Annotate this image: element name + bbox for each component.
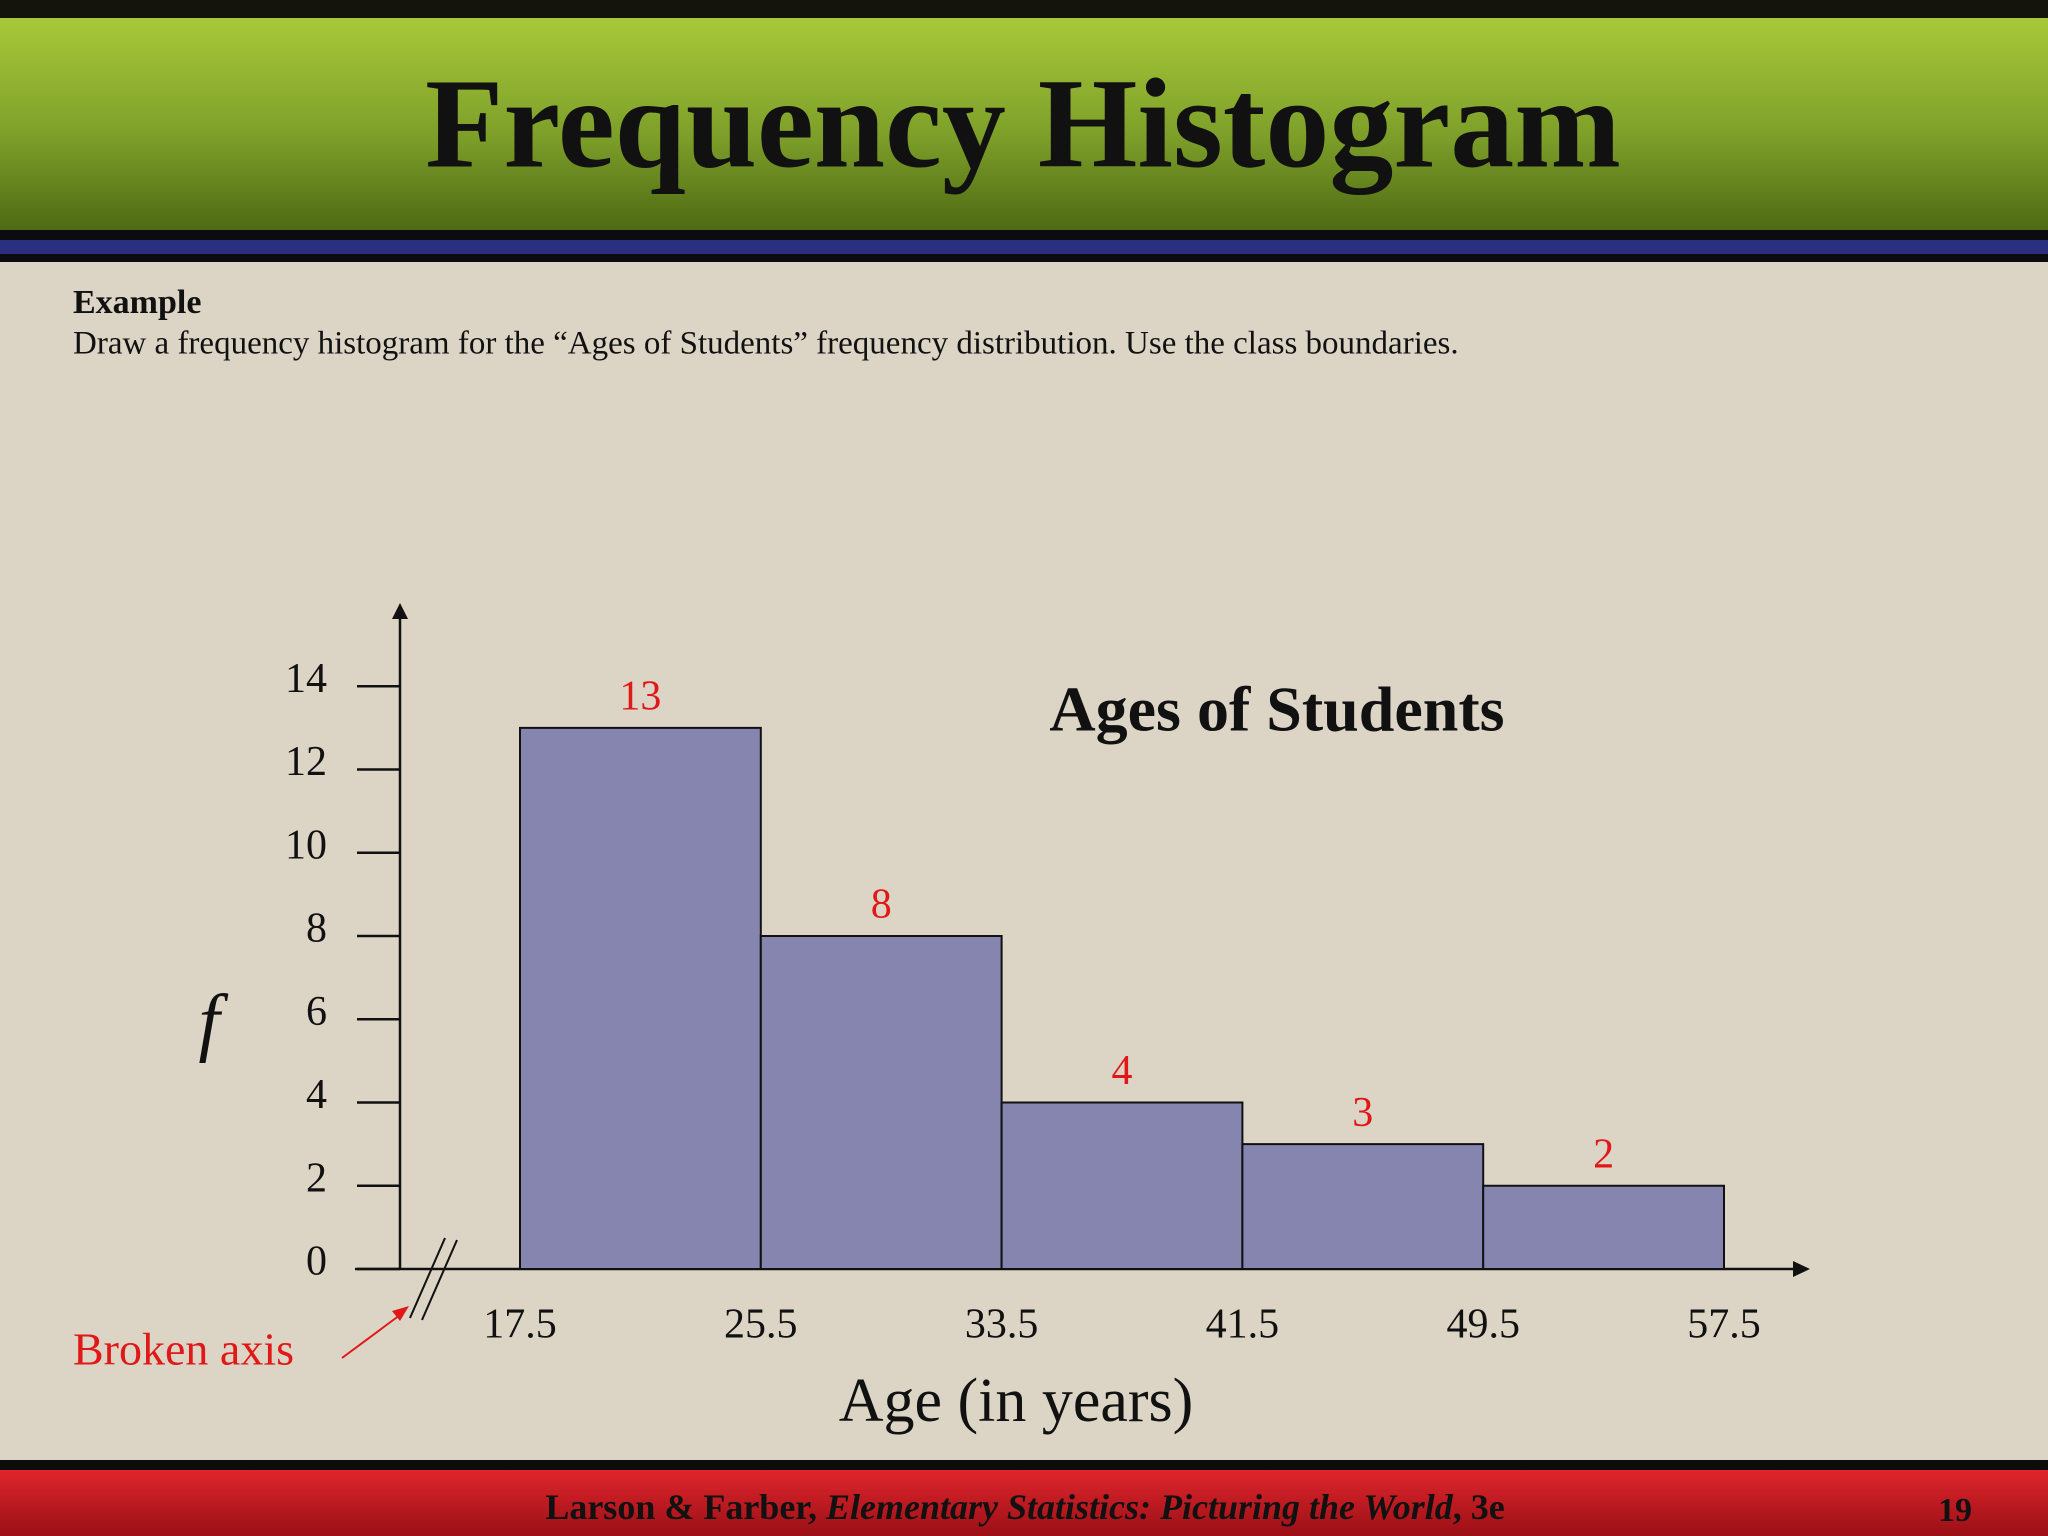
x-tick-label: 41.5 — [1206, 1302, 1280, 1348]
value-label: 8 — [871, 882, 892, 928]
bar — [759, 935, 1003, 1270]
example-text: Draw a frequency histogram for the “Ages… — [73, 326, 1459, 362]
footer-authors: Larson & Farber, — [545, 1487, 826, 1527]
footer-book: Elementary Statistics: Picturing the Wor… — [825, 1487, 1454, 1527]
axis-break — [421, 1239, 458, 1321]
header-stripe — [0, 254, 2048, 262]
y-tick-label: 6 — [306, 989, 327, 1035]
x-tick-label: 49.5 — [1446, 1302, 1520, 1348]
top-bar — [0, 0, 2048, 18]
bar — [519, 726, 762, 1270]
chart: 0 2 4 6 8 10 12 14 13 8 4 3 2 17.5 25.5 33.5 41.5 49.5 57.… — [73, 603, 1810, 1435]
x-axis-label: Age (in years) — [839, 1367, 1194, 1435]
x-axis-arrow — [1793, 1261, 1810, 1277]
page-number: 19 — [1938, 1492, 1972, 1529]
annotation-arrow — [341, 1311, 405, 1359]
value-label: 2 — [1593, 1131, 1614, 1177]
footer-citation: Larson & Farber, Elementary Statistics: … — [545, 1487, 1504, 1527]
y-tick-label: 14 — [285, 656, 327, 702]
value-label: 3 — [1352, 1090, 1373, 1136]
bar — [1000, 1101, 1244, 1270]
header-stripe — [0, 230, 2048, 240]
slide-title: Frequency Histogram — [425, 52, 1621, 194]
x-tick-label: 57.5 — [1687, 1302, 1761, 1348]
value-label: 4 — [1112, 1048, 1133, 1094]
bar — [1482, 1184, 1725, 1270]
footer-band — [0, 1470, 2048, 1536]
annotation: Broken axis — [73, 1324, 294, 1375]
y-tick-label: 12 — [285, 739, 327, 785]
annotation-arrowhead — [392, 1306, 409, 1321]
y-tick-label: 10 — [285, 822, 327, 868]
value-label: 13 — [619, 674, 661, 720]
y-tick-label: 4 — [306, 1072, 327, 1118]
y-tick-label: 8 — [306, 906, 327, 952]
footer-stripe — [0, 1460, 2048, 1470]
y-tick-label: 2 — [306, 1155, 327, 1201]
header-band — [0, 18, 2048, 230]
x-tick-label: 25.5 — [724, 1302, 798, 1348]
chart-title: Ages of Students — [1049, 674, 1504, 745]
x-tick-label: 33.5 — [965, 1302, 1039, 1348]
y-tick-label: 0 — [306, 1239, 327, 1285]
example-label: Example — [73, 284, 201, 321]
y-axis-arrow — [392, 603, 408, 619]
axis-break — [409, 1237, 446, 1319]
bar — [1241, 1143, 1485, 1270]
x-tick-label: 17.5 — [483, 1302, 557, 1348]
footer-edition: , 3e — [1453, 1487, 1505, 1527]
header-stripe — [0, 240, 2048, 254]
